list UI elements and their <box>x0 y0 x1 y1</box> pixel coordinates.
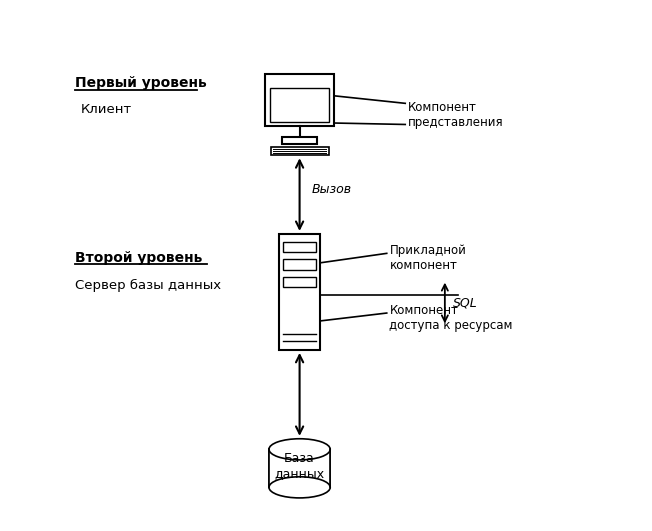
Bar <box>270 88 329 122</box>
Bar <box>265 74 334 126</box>
Ellipse shape <box>269 439 330 460</box>
Bar <box>283 277 316 287</box>
Text: Второй уровень: Второй уровень <box>75 251 203 264</box>
Text: Вызов: Вызов <box>311 183 351 196</box>
Text: Первый уровень: Первый уровень <box>75 76 207 90</box>
Bar <box>283 242 316 252</box>
Text: Сервер базы данных: Сервер базы данных <box>75 279 221 292</box>
Bar <box>282 137 317 144</box>
Ellipse shape <box>269 477 330 498</box>
Text: База
данных: База данных <box>274 452 325 479</box>
Text: Прикладной
компонент: Прикладной компонент <box>389 244 466 271</box>
Bar <box>283 259 316 270</box>
Text: SQL: SQL <box>452 296 477 310</box>
Bar <box>279 234 320 350</box>
Text: Компонент
доступа к ресурсам: Компонент доступа к ресурсам <box>389 304 513 332</box>
Text: Клиент: Клиент <box>80 103 132 116</box>
Text: Компонент
представления: Компонент представления <box>408 101 503 129</box>
Bar <box>271 147 329 156</box>
Bar <box>269 449 330 487</box>
